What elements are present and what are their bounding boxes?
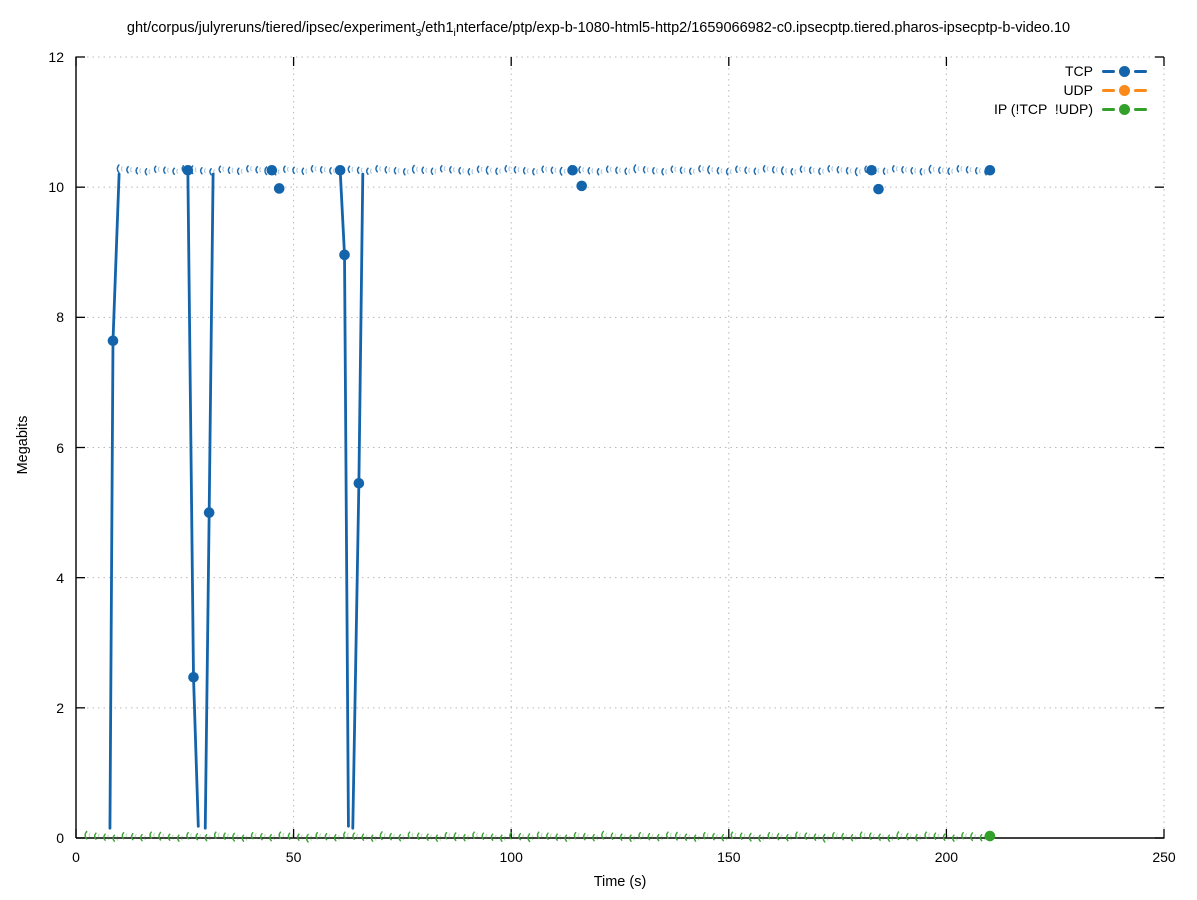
- chart-title: ght/corpus/julyreruns/tiered/ipsec/exper…: [0, 20, 1197, 39]
- legend: TCP UDP IP (!TCP !UDP): [993, 63, 1147, 117]
- legend-dot-icon: [1119, 103, 1130, 115]
- title-segment: /eth1: [421, 20, 454, 36]
- legend-label: UDP: [1063, 82, 1093, 98]
- legend-line-dot-sample: [1102, 65, 1147, 77]
- x-tick-label: 100: [499, 849, 523, 865]
- title-segment: ght/corpus/julyreruns/tiered/ipsec/exper…: [126, 20, 416, 36]
- y-tick-label: 6: [56, 439, 64, 456]
- legend-dash-icon: [1102, 69, 1115, 73]
- x-tick-label: 150: [717, 849, 741, 865]
- legend-dash-icon: [1102, 107, 1115, 111]
- legend-dot-icon: [1119, 84, 1130, 96]
- title-subscript: 3: [415, 27, 422, 39]
- legend-label: TCP: [1065, 63, 1093, 79]
- legend-label: IP (!TCP !UDP): [993, 101, 1093, 117]
- y-tick-label: 10: [48, 179, 64, 196]
- y-tick-label: 0: [56, 830, 64, 846]
- legend-dash-icon: [1134, 107, 1147, 111]
- title-subscript: i: [453, 27, 456, 39]
- legend-row: UDP: [1063, 82, 1147, 98]
- x-tick-label: 250: [1152, 849, 1176, 865]
- x-tick-label: 50: [285, 849, 302, 865]
- legend-dash-icon: [1134, 88, 1147, 92]
- legend-row: IP (!TCP !UDP): [993, 101, 1147, 117]
- y-tick-label: 8: [56, 309, 64, 326]
- y-tick-label: 4: [56, 569, 64, 586]
- legend-line-dot-sample: [1102, 103, 1147, 115]
- legend-dash-icon: [1102, 88, 1115, 92]
- y-tick-label: 2: [56, 699, 64, 716]
- y-tick-label: 12: [48, 49, 64, 65]
- x-axis-label: Time (s): [593, 874, 647, 890]
- legend-dot-icon: [1119, 65, 1130, 77]
- legend-line-dot-sample: [1102, 84, 1147, 96]
- legend-dash-icon: [1134, 69, 1147, 73]
- legend-row: TCP: [1065, 63, 1147, 79]
- x-tick-label: 200: [934, 849, 959, 865]
- title-segment: nterface/ptp/exp-b-1080-html5-http2/1659…: [455, 20, 1071, 36]
- x-tick-label: 0: [72, 849, 80, 865]
